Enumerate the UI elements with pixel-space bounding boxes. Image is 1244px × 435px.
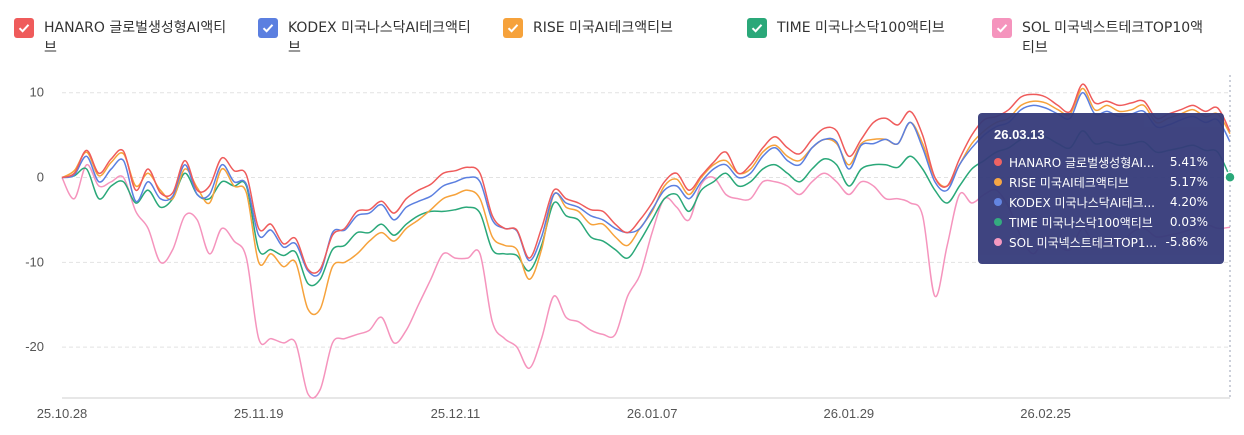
y-tick-label: 10	[30, 85, 44, 100]
tooltip-series-name: TIME 미국나스닥100액티브	[1009, 215, 1153, 230]
hover-cursor	[1224, 75, 1236, 398]
chart-legend: HANARO 글로벌생성형AI액티브 KODEX 미국나스닥AI테크액티브 RI…	[0, 0, 1244, 70]
legend-item-sol[interactable]: SOL 미국넥스트테크TOP10액티브	[992, 18, 1212, 58]
legend-label: KODEX 미국나스닥AI테크액티브	[288, 20, 471, 56]
legend-item-rise[interactable]: RISE 미국AI테크액티브	[503, 18, 733, 38]
y-tick-label: 0	[37, 170, 44, 185]
checkbox-icon[interactable]	[992, 18, 1012, 38]
tooltip-series-value: -5.86%	[1165, 235, 1208, 249]
tooltip-row: TIME 미국나스닥100액티브 0.03%	[994, 212, 1208, 232]
hover-marker	[1224, 171, 1236, 184]
tooltip-row: HANARO 글로벌생성형AI... 5.41%	[994, 152, 1208, 172]
x-tick-label: 26.01.07	[627, 406, 678, 421]
x-tick-label: 26.02.25	[1020, 406, 1071, 421]
tooltip-series-value: 5.41%	[1169, 155, 1208, 169]
legend-item-hanaro[interactable]: HANARO 글로벌생성형AI액티브	[14, 18, 234, 58]
y-tick-label: -10	[25, 254, 44, 269]
series-line	[61, 91, 1231, 277]
tooltip-series-value: 4.20%	[1169, 195, 1208, 209]
tooltip-row: SOL 미국넥스트테크TOP1... -5.86%	[994, 232, 1208, 252]
chart-tooltip: 26.03.13 HANARO 글로벌생성형AI... 5.41% RISE 미…	[978, 113, 1224, 264]
tooltip-series-name: KODEX 미국나스닥AI테크...	[1009, 195, 1155, 210]
legend-label: TIME 미국나스닥100액티브	[777, 20, 945, 36]
checkbox-icon[interactable]	[14, 18, 34, 38]
tooltip-series-value: 5.17%	[1169, 175, 1208, 189]
y-axis: 10 0 -10 -20	[25, 85, 44, 354]
tooltip-series-name: RISE 미국AI테크액티브	[1009, 175, 1129, 190]
series-dot-icon	[994, 238, 1002, 246]
series-dot-icon	[994, 198, 1002, 206]
x-axis: 25.10.28 25.11.19 25.12.11 26.01.07 26.01.29…	[37, 406, 1071, 421]
legend-item-time[interactable]: TIME 미국나스닥100액티브	[747, 18, 977, 38]
tooltip-series-value: 0.03%	[1169, 215, 1208, 229]
checkbox-icon[interactable]	[258, 18, 278, 38]
tooltip-row: KODEX 미국나스닥AI테크... 4.20%	[994, 192, 1208, 212]
tooltip-date: 26.03.13	[994, 127, 1045, 142]
tooltip-row: RISE 미국AI테크액티브 5.17%	[994, 172, 1208, 192]
x-tick-label: 25.12.11	[431, 406, 481, 421]
tooltip-series-name: SOL 미국넥스트테크TOP1...	[1009, 235, 1157, 250]
legend-label: HANARO 글로벌생성형AI액티브	[44, 20, 227, 56]
checkbox-icon[interactable]	[747, 18, 767, 38]
tooltip-series-name: HANARO 글로벌생성형AI...	[1009, 155, 1155, 170]
x-tick-label: 25.10.28	[37, 406, 88, 421]
legend-label: SOL 미국넥스트테크TOP10액티브	[1022, 20, 1204, 56]
y-tick-label: -20	[25, 339, 44, 354]
series-line	[61, 83, 1231, 274]
series-dot-icon	[994, 158, 1002, 166]
x-tick-label: 25.11.19	[234, 406, 284, 421]
series-dot-icon	[994, 218, 1002, 226]
checkbox-icon[interactable]	[503, 18, 523, 38]
x-tick-label: 26.01.29	[824, 406, 875, 421]
series-dot-icon	[994, 178, 1002, 186]
legend-label: RISE 미국AI테크액티브	[533, 20, 673, 36]
legend-item-kodex[interactable]: KODEX 미국나스닥AI테크액티브	[258, 18, 483, 58]
